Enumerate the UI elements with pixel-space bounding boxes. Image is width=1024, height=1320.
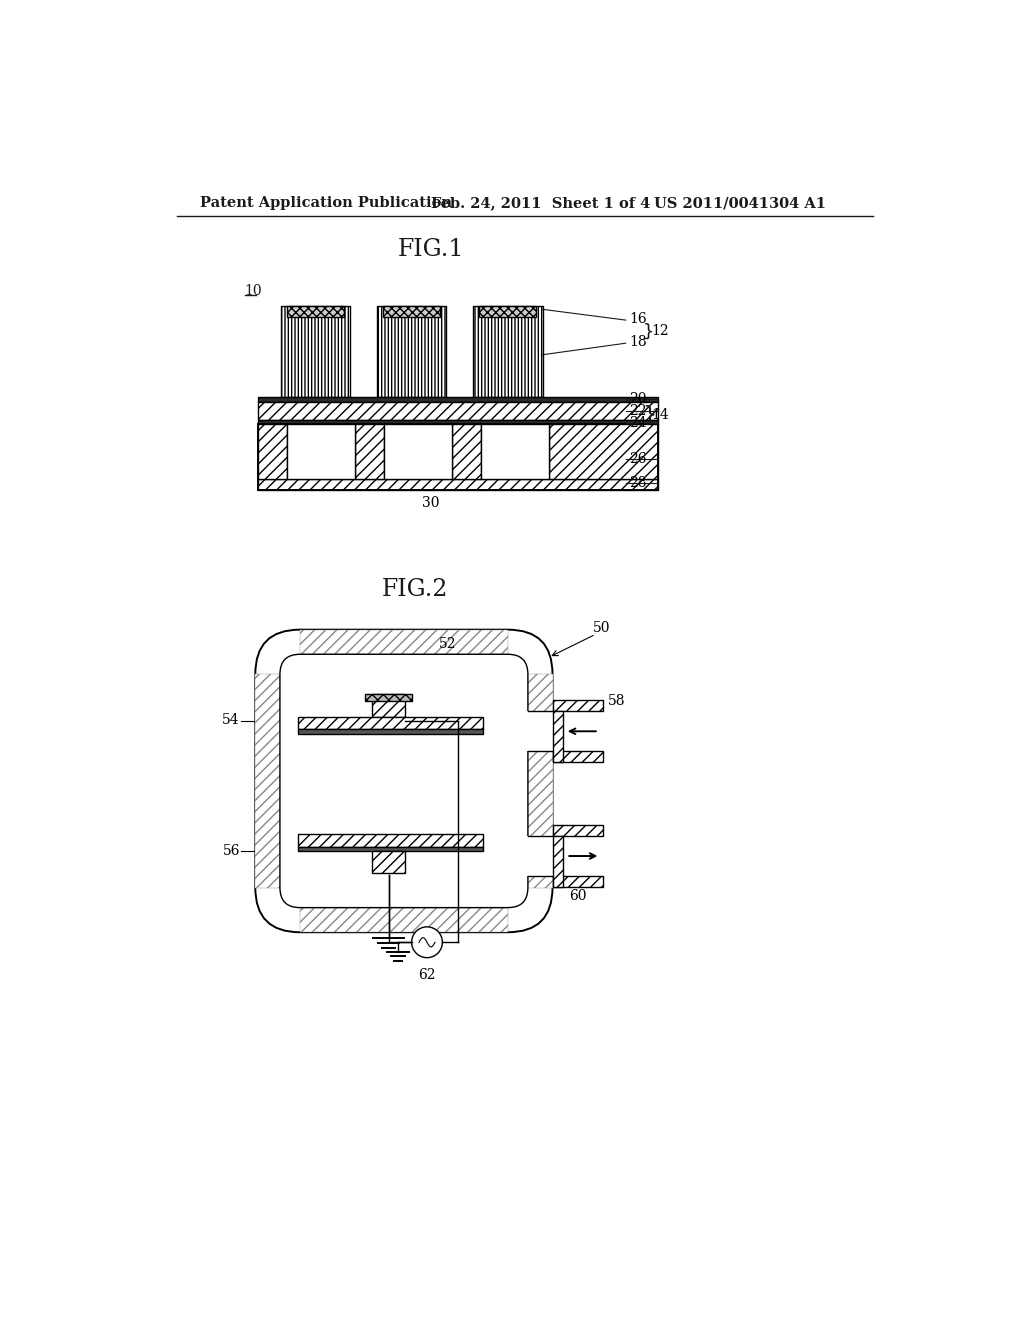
Bar [528, 675, 553, 887]
Text: 22: 22 [630, 404, 647, 418]
Bar [553, 751, 602, 762]
Text: 12: 12 [651, 323, 669, 338]
Text: FIG.2: FIG.2 [382, 578, 449, 601]
Bar [258, 424, 287, 479]
Bar [481, 424, 549, 479]
Bar [258, 479, 658, 490]
Bar [553, 711, 563, 762]
FancyBboxPatch shape [280, 655, 528, 908]
Bar [300, 630, 508, 655]
Text: T: T [355, 800, 366, 813]
Text: 20: 20 [630, 392, 647, 407]
Text: Feb. 24, 2011  Sheet 1 of 4: Feb. 24, 2011 Sheet 1 of 4 [431, 197, 650, 210]
Bar [473, 306, 543, 397]
Text: 28: 28 [630, 477, 647, 490]
Bar [298, 847, 483, 851]
Text: $\}$: $\}$ [642, 403, 655, 426]
Bar [553, 701, 602, 711]
Text: 54: 54 [222, 714, 240, 727]
Text: 60: 60 [569, 890, 587, 903]
Text: 50: 50 [593, 622, 610, 635]
Text: 10: 10 [245, 284, 262, 298]
Bar [287, 306, 344, 317]
Bar [553, 825, 602, 836]
Text: 16: 16 [630, 312, 647, 326]
Text: Patent Application Publication: Patent Application Publication [200, 197, 452, 210]
Text: $\}$: $\}$ [642, 321, 653, 341]
Text: 14: 14 [651, 408, 669, 422]
Bar [372, 693, 406, 717]
Bar [280, 655, 528, 908]
Bar [479, 306, 537, 317]
Text: 18: 18 [630, 335, 647, 348]
Text: 52: 52 [438, 636, 456, 651]
Bar [366, 693, 412, 701]
Bar [527, 836, 554, 876]
Text: 30: 30 [422, 496, 439, 511]
Text: 40: 40 [395, 760, 413, 774]
Bar [258, 424, 658, 490]
Text: 24: 24 [630, 416, 647, 429]
Circle shape [412, 927, 442, 958]
Bar [258, 401, 658, 420]
FancyBboxPatch shape [255, 630, 553, 932]
Bar [553, 836, 563, 887]
Bar [300, 908, 508, 932]
Text: 26: 26 [630, 451, 647, 466]
Bar [372, 851, 406, 873]
Bar [527, 711, 554, 751]
Bar [383, 306, 440, 317]
Bar [377, 306, 446, 397]
Bar [354, 424, 384, 479]
Text: 58: 58 [608, 694, 626, 709]
Text: US 2011/0041304 A1: US 2011/0041304 A1 [654, 197, 826, 210]
Bar [549, 424, 658, 479]
Bar [298, 834, 483, 847]
Text: 56: 56 [222, 845, 240, 858]
Bar [452, 424, 481, 479]
Bar [553, 876, 602, 887]
Bar [384, 424, 452, 479]
Bar [258, 420, 658, 424]
Bar [281, 306, 350, 397]
Text: FIG.1: FIG.1 [397, 238, 464, 261]
Bar [298, 717, 483, 729]
Bar [298, 729, 483, 734]
Text: 62: 62 [418, 968, 436, 982]
Bar [255, 675, 280, 887]
Bar [258, 397, 658, 401]
Bar [287, 424, 354, 479]
